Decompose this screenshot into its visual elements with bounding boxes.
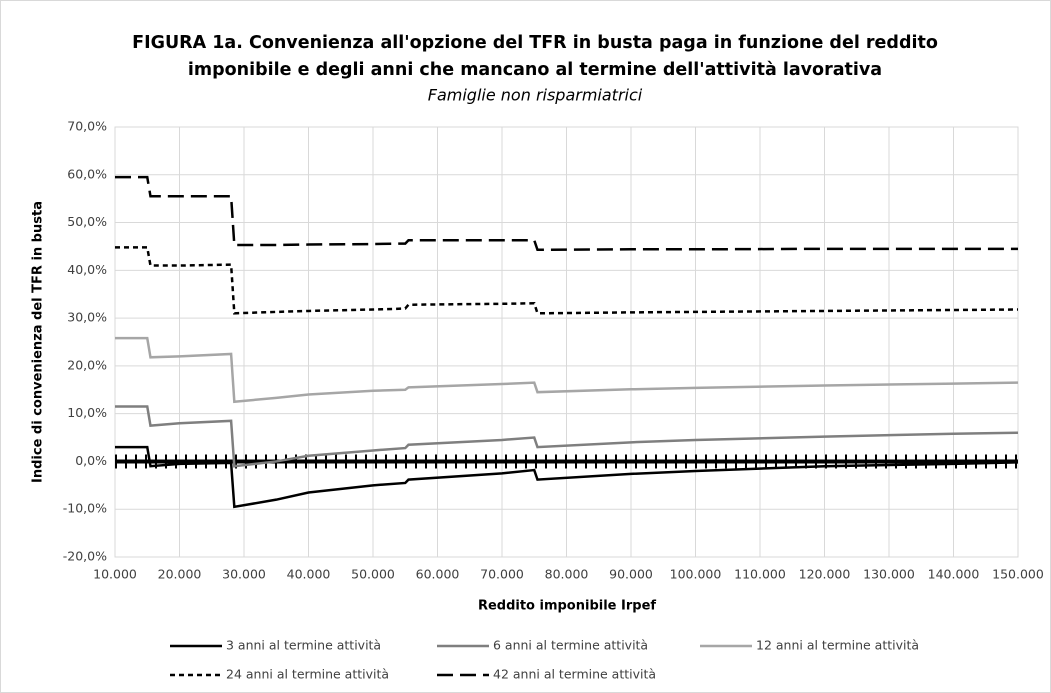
x-tick-label: 10.000 <box>93 567 137 582</box>
x-tick-label: 20.000 <box>158 567 202 582</box>
chart-title: FIGURA 1a. Convenienza all'opzione del T… <box>132 33 938 53</box>
chart-subtitle: Famiglie non risparmiatrici <box>428 86 643 105</box>
x-tick-label: 60.000 <box>416 567 460 582</box>
series-line <box>115 405 1019 468</box>
chart-title: imponibile e degli anni che mancano al t… <box>188 60 882 80</box>
legend-label: 24 anni al termine attività <box>226 667 389 682</box>
y-tick-label: 10,0% <box>67 405 107 420</box>
legend-label: 12 anni al termine attività <box>756 638 919 653</box>
y-tick-label: 30,0% <box>67 310 107 325</box>
series-line <box>115 336 1019 404</box>
plot-border <box>114 126 1019 558</box>
series-line <box>115 246 1019 315</box>
series-line <box>115 445 1019 509</box>
x-tick-label: 50.000 <box>351 567 395 582</box>
x-tick-label: 30.000 <box>222 567 266 582</box>
legend-label: 6 anni al termine attività <box>493 638 648 653</box>
x-tick-label: 130.000 <box>863 567 915 582</box>
x-tick-label: 90.000 <box>609 567 653 582</box>
series-line <box>115 175 1018 252</box>
x-axis-title: Reddito imponibile Irpef <box>478 599 656 614</box>
y-tick-label: 0,0% <box>75 453 107 468</box>
y-tick-label: 60,0% <box>67 166 107 181</box>
legend-label: 42 anni al termine attività <box>493 667 656 682</box>
y-tick-label: 70,0% <box>67 119 107 134</box>
y-tick-label: 20,0% <box>67 357 107 372</box>
x-tick-label: 100.000 <box>670 567 722 582</box>
x-tick-label: 110.000 <box>734 567 786 582</box>
x-tick-label: 70.000 <box>480 567 524 582</box>
x-tick-label: 150.000 <box>992 567 1044 582</box>
y-tick-label: 40,0% <box>67 262 107 277</box>
y-tick-label: 50,0% <box>67 214 107 229</box>
y-tick-label: -20,0% <box>63 549 107 564</box>
x-tick-label: 120.000 <box>799 567 851 582</box>
x-tick-label: 80.000 <box>545 567 589 582</box>
y-axis-title: Indice di convenienza del TFR in busta <box>31 201 46 483</box>
y-tick-label: -10,0% <box>63 501 107 516</box>
x-tick-label: 140.000 <box>928 567 980 582</box>
x-tick-label: 40.000 <box>287 567 331 582</box>
legend-label: 3 anni al termine attività <box>226 638 381 653</box>
